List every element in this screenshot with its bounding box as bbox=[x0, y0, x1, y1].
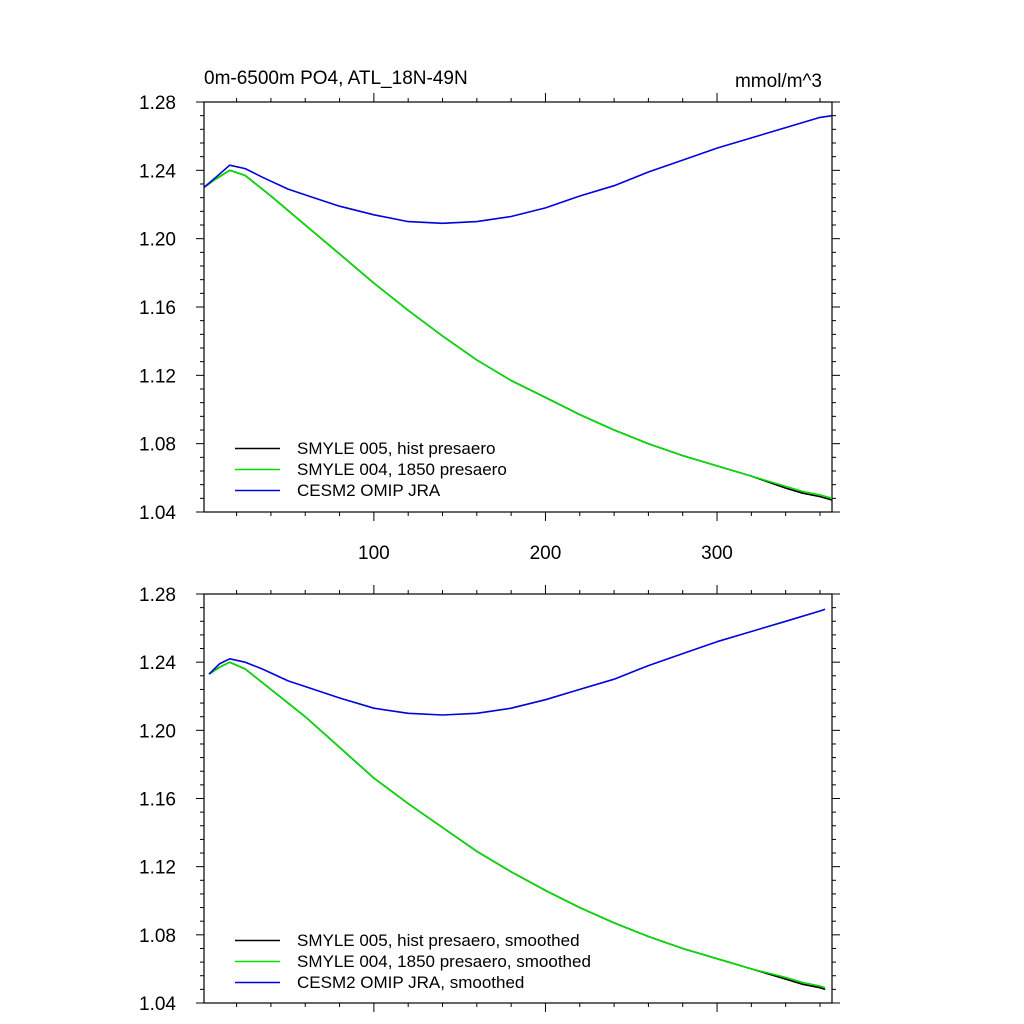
series-line-3 bbox=[208, 608, 826, 716]
series-line-2 bbox=[208, 661, 826, 989]
y-tick-label: 1.20 bbox=[139, 230, 176, 251]
legend-label-2: SMYLE 004, 1850 presaero, smoothed bbox=[297, 952, 591, 971]
y-tick-label: 1.08 bbox=[139, 926, 176, 947]
y-tick-label: 1.28 bbox=[139, 585, 176, 606]
y-tick-label: 1.24 bbox=[139, 653, 176, 674]
y-tick-label: 1.16 bbox=[139, 790, 176, 811]
bottom-panel: 1.04 1.08 1.12 1.16 1.20 1.24 1.28 SMYLE 005, h… bbox=[139, 585, 840, 1015]
y-tick-label: 1.12 bbox=[139, 366, 176, 387]
top-panel: 1.04 1.08 1.12 1.16 1.20 1.24 1.28 100 200 300 SMY… bbox=[139, 93, 840, 564]
y-tick-label: 1.08 bbox=[139, 435, 176, 456]
legend-label-1: SMYLE 005, hist presaero bbox=[297, 439, 495, 458]
units-label: mmol/m^3 bbox=[735, 71, 822, 92]
y-tick-label: 1.20 bbox=[139, 721, 176, 742]
y-tick-label: 1.04 bbox=[139, 994, 176, 1015]
y-tick-label: 1.16 bbox=[139, 298, 176, 319]
y-tick-label: 1.28 bbox=[139, 93, 176, 114]
x-tick-label: 300 bbox=[701, 543, 733, 564]
x-tick-label: 200 bbox=[530, 543, 562, 564]
y-tick-label: 1.12 bbox=[139, 858, 176, 879]
legend-label-1: SMYLE 005, hist presaero, smoothed bbox=[297, 931, 580, 950]
x-tick-label: 100 bbox=[358, 543, 390, 564]
legend-label-3: CESM2 OMIP JRA, smoothed bbox=[297, 973, 524, 992]
series-line-3 bbox=[203, 114, 833, 225]
y-tick-label: 1.24 bbox=[139, 161, 176, 182]
series-line-2 bbox=[203, 169, 833, 500]
figure-title: 0m-6500m PO4, ATL_18N-49N bbox=[204, 68, 468, 89]
legend-label-2: SMYLE 004, 1850 presaero bbox=[297, 460, 507, 479]
y-tick-label: 1.04 bbox=[139, 503, 176, 524]
legend-label-3: CESM2 OMIP JRA bbox=[297, 481, 441, 500]
